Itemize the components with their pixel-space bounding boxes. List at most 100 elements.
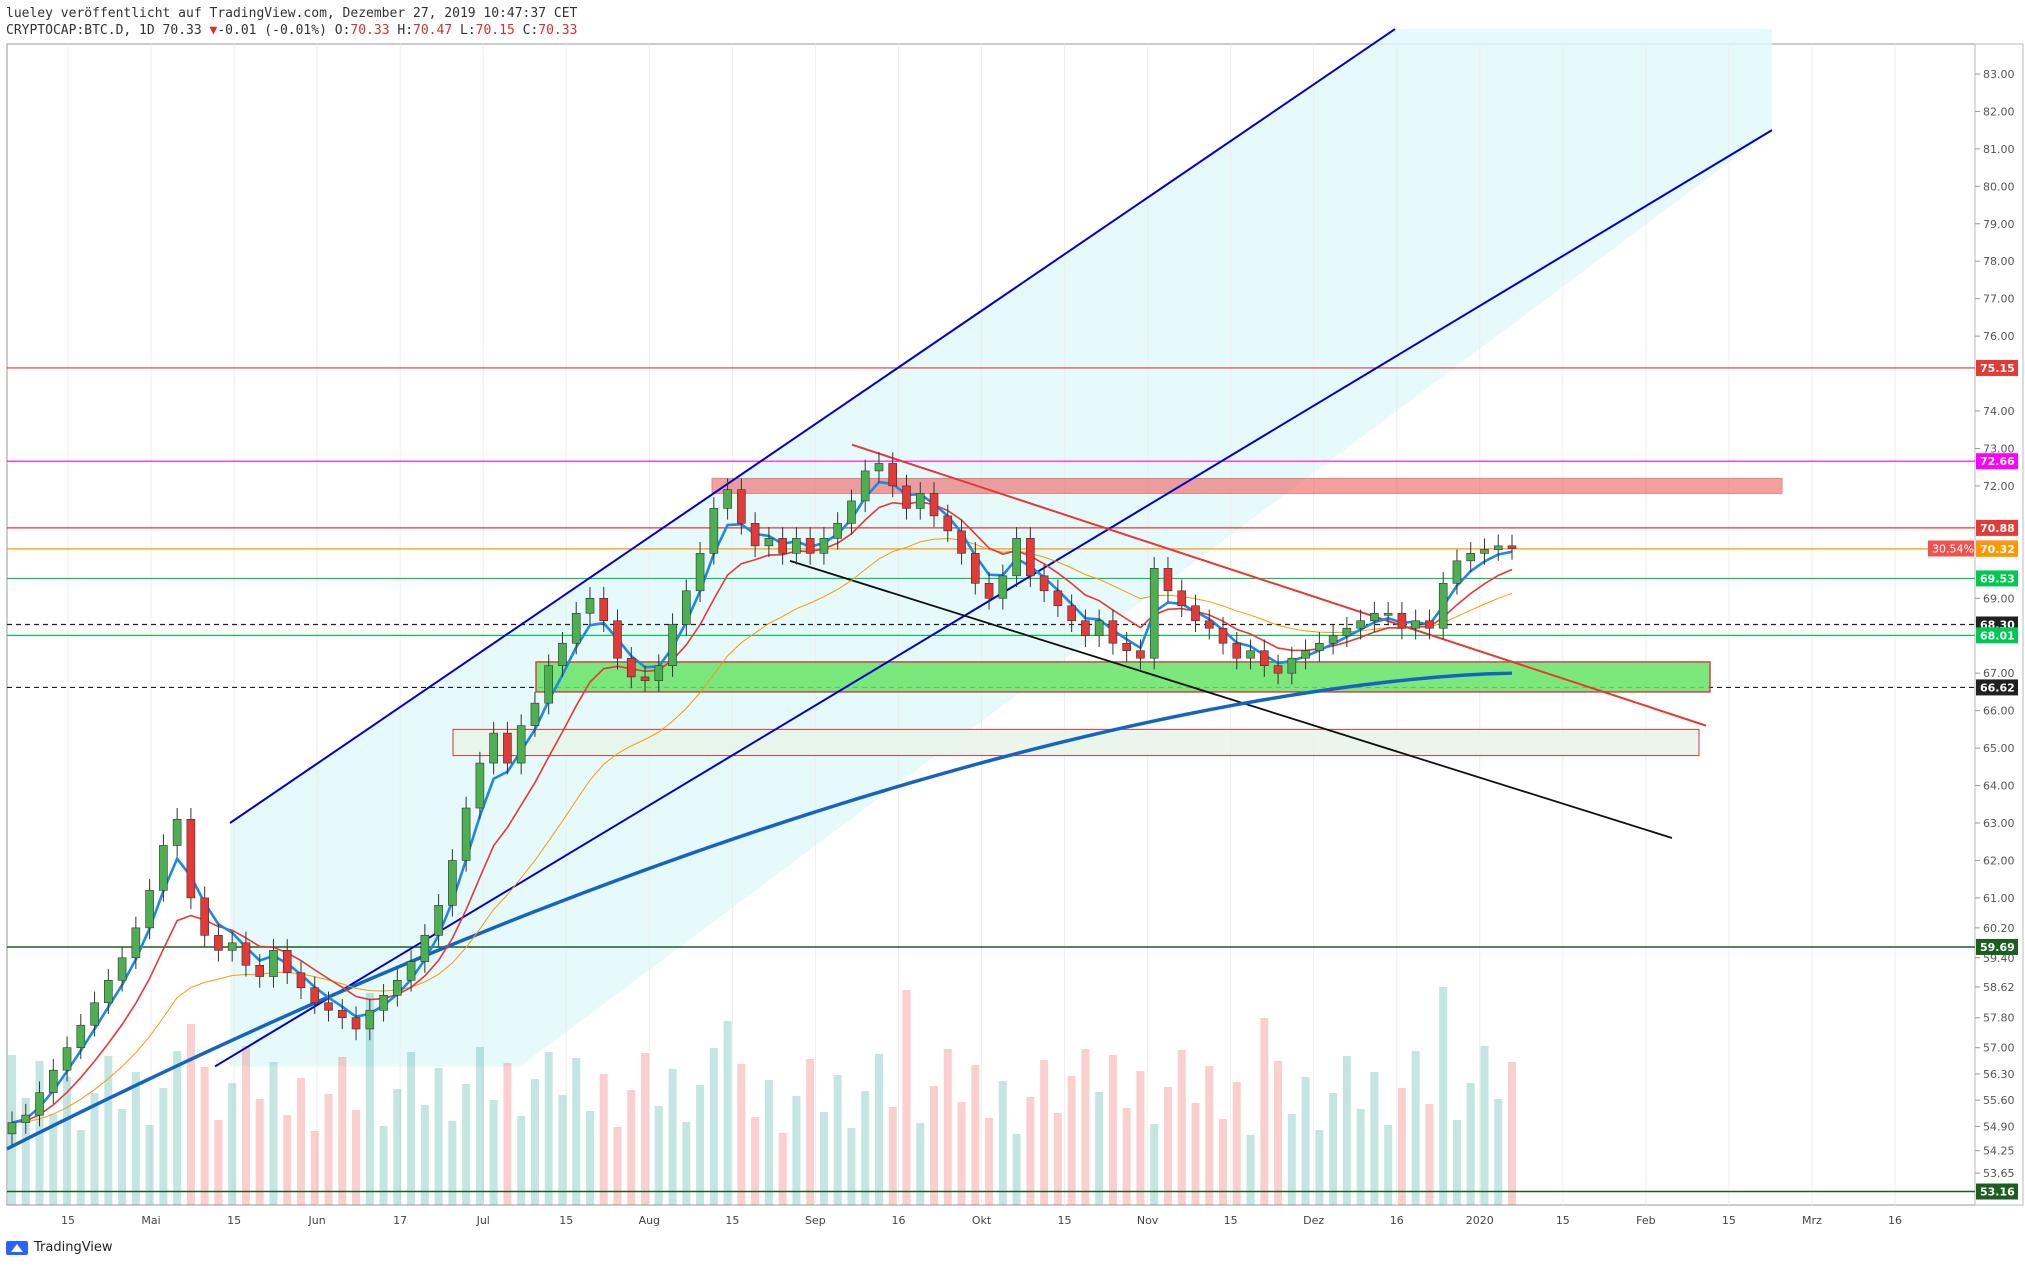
- x-tick-label: 15: [1722, 1214, 1736, 1227]
- long-moving-average: [6, 671, 1513, 1151]
- candle-body: [805, 538, 815, 554]
- x-tick-label: Nov: [1137, 1214, 1159, 1227]
- candle-body: [599, 597, 609, 622]
- x-tick-label: 15: [559, 1214, 573, 1227]
- x-tick-label: 15: [61, 1214, 75, 1227]
- volume-bar: [296, 1078, 305, 1205]
- candle-body: [737, 489, 746, 524]
- x-tick-label: Mai: [141, 1214, 160, 1227]
- x-tick-label: 15: [1058, 1214, 1072, 1227]
- volume-bar: [1508, 1062, 1516, 1205]
- high-value: 70.47: [413, 23, 453, 38]
- y-tick-label: 82.00: [1983, 105, 2015, 118]
- price-tag: [1976, 453, 2018, 470]
- volume-bar: [283, 1115, 292, 1205]
- volume-bar: [709, 1048, 718, 1205]
- candle-body: [1493, 545, 1503, 550]
- x-tick-label: 15: [725, 1214, 739, 1227]
- x-tick-label: 15: [227, 1214, 241, 1227]
- volume-bar: [214, 1120, 223, 1205]
- candle-body: [1136, 650, 1145, 659]
- candle-body: [1397, 612, 1407, 629]
- price-tag-label: 66.62: [1980, 681, 2015, 694]
- volume-bar: [723, 1021, 732, 1205]
- candle-body: [503, 732, 512, 764]
- low-label: L:: [460, 23, 476, 38]
- volume-bar: [806, 1059, 815, 1205]
- x-tick-label: Feb: [1636, 1214, 1655, 1227]
- candle-body: [764, 538, 774, 547]
- x-tick-label: Sep: [805, 1214, 826, 1227]
- candle-body: [1315, 642, 1324, 652]
- candle-body: [723, 489, 732, 509]
- volume-bar: [365, 993, 374, 1205]
- candle-body: [406, 961, 416, 981]
- y-tick-label: 74.00: [1983, 405, 2015, 418]
- volume-bar: [530, 1079, 539, 1205]
- candle-body: [1094, 620, 1104, 637]
- volume-bar: [517, 1116, 526, 1205]
- volume-bar: [764, 1080, 773, 1205]
- candle-body: [943, 515, 953, 532]
- volume-bar: [1342, 1056, 1351, 1205]
- volume-bar: [1053, 1113, 1062, 1205]
- volume-bar: [173, 1051, 182, 1205]
- candle-body: [1438, 583, 1448, 629]
- candle-body: [448, 860, 457, 906]
- volume-bar: [930, 1086, 939, 1205]
- volume-bar: [1425, 1104, 1434, 1205]
- volume-bar: [1219, 1119, 1228, 1205]
- candle-body: [1466, 553, 1476, 562]
- y-tick-label: 60.20: [1983, 922, 2015, 935]
- open-value: 70.33: [350, 23, 390, 38]
- volume-bar: [585, 1111, 594, 1205]
- candle-body: [874, 463, 884, 472]
- volume-bar: [998, 1081, 1007, 1205]
- y-tick-label: 54.25: [1983, 1145, 2015, 1158]
- price-tag-label: 59.69: [1980, 941, 2015, 954]
- low-value: 70.15: [475, 23, 515, 38]
- candle-body: [1232, 642, 1242, 659]
- y-tick-label: 58.62: [1983, 981, 2015, 994]
- volume-bar: [682, 1122, 691, 1205]
- candle-body: [1507, 545, 1517, 549]
- x-tick-label: 16: [891, 1214, 905, 1227]
- candle-body: [792, 538, 801, 554]
- volume-bar: [379, 1126, 388, 1205]
- price-tag: [1976, 938, 2018, 955]
- volume-bar: [255, 1099, 264, 1205]
- volume-bar: [1177, 1050, 1186, 1205]
- y-tick-label: 72.00: [1983, 480, 2015, 493]
- volume-bar: [1274, 1061, 1283, 1205]
- volume-bar: [104, 1056, 113, 1205]
- candle-body: [1425, 620, 1434, 629]
- open-label: O:: [334, 23, 351, 38]
- candle-body: [1026, 538, 1035, 577]
- price-tag: [1976, 1183, 2018, 1200]
- volume-bar: [943, 1049, 952, 1205]
- candle-body: [214, 935, 223, 951]
- candle-body: [35, 1092, 44, 1116]
- support-zone: [535, 661, 1711, 693]
- price-chart[interactable]: 15 Mai 15 Jun 17 Jul 15 Aug 15 Sep 16 Okt 15 Nov 15 Dez…: [0, 0, 2025, 1230]
- candle-body: [104, 979, 113, 1004]
- volume-bar: [434, 1068, 443, 1205]
- y-tick-label: 79.00: [1983, 218, 2015, 231]
- volume-bar: [599, 1074, 608, 1205]
- volume-bar: [737, 1064, 746, 1205]
- price-tag-label: 68.01: [1980, 629, 2015, 642]
- volume-bar: [1012, 1134, 1021, 1205]
- volume-bar: [654, 1106, 663, 1205]
- y-tick-label: 63.00: [1983, 817, 2015, 830]
- volume-bar: [1260, 1018, 1269, 1205]
- candle-body: [516, 725, 526, 764]
- candle-body: [1273, 665, 1283, 674]
- y-tick-label: 73.00: [1983, 442, 2015, 455]
- x-tick-label: Jun: [308, 1214, 326, 1227]
- volume-bar: [145, 1125, 154, 1205]
- candle-body: [337, 1009, 347, 1019]
- trend-channel-fill: [230, 29, 1772, 1067]
- volume-bar: [352, 1110, 361, 1205]
- volume-bar: [1108, 1055, 1117, 1205]
- black-trendline: [789, 559, 1673, 839]
